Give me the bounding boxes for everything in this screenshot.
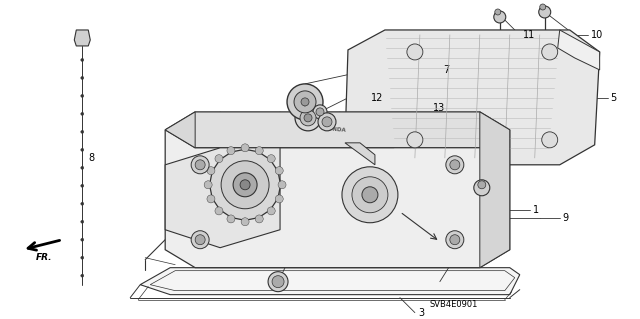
Circle shape xyxy=(227,147,235,155)
Circle shape xyxy=(221,161,269,209)
Circle shape xyxy=(300,110,316,126)
Circle shape xyxy=(81,112,84,115)
Circle shape xyxy=(474,180,490,196)
Circle shape xyxy=(446,231,464,249)
Circle shape xyxy=(207,195,215,203)
Polygon shape xyxy=(480,112,510,268)
Text: HONDA: HONDA xyxy=(323,126,346,133)
Circle shape xyxy=(275,167,284,174)
Circle shape xyxy=(195,160,205,170)
Circle shape xyxy=(207,167,215,174)
Circle shape xyxy=(210,150,280,220)
Circle shape xyxy=(81,94,84,97)
Circle shape xyxy=(81,238,84,241)
Circle shape xyxy=(272,276,284,288)
Polygon shape xyxy=(165,112,195,148)
Text: 10: 10 xyxy=(591,30,603,40)
Circle shape xyxy=(240,180,250,190)
Circle shape xyxy=(191,156,209,174)
Circle shape xyxy=(316,108,324,116)
Circle shape xyxy=(81,184,84,187)
Circle shape xyxy=(81,166,84,169)
Circle shape xyxy=(268,207,275,215)
Polygon shape xyxy=(165,148,280,248)
Circle shape xyxy=(268,272,288,292)
Circle shape xyxy=(275,195,284,203)
Circle shape xyxy=(322,117,332,127)
Circle shape xyxy=(278,181,286,189)
Circle shape xyxy=(295,105,321,131)
Circle shape xyxy=(81,256,84,259)
Circle shape xyxy=(478,181,486,189)
Circle shape xyxy=(301,98,309,106)
Circle shape xyxy=(318,113,336,131)
Text: 5: 5 xyxy=(611,93,617,103)
Polygon shape xyxy=(74,30,90,46)
Circle shape xyxy=(541,132,557,148)
Circle shape xyxy=(81,148,84,151)
Circle shape xyxy=(407,44,423,60)
Text: FR.: FR. xyxy=(35,253,52,262)
Polygon shape xyxy=(345,143,375,165)
Circle shape xyxy=(450,235,460,245)
Text: E-8-1: E-8-1 xyxy=(450,243,482,253)
Text: 6: 6 xyxy=(443,143,449,153)
Circle shape xyxy=(233,173,257,197)
Circle shape xyxy=(446,156,464,174)
Text: 8: 8 xyxy=(88,153,95,163)
Circle shape xyxy=(539,6,551,18)
Text: SVB4E0901: SVB4E0901 xyxy=(430,300,478,309)
Circle shape xyxy=(81,130,84,133)
Circle shape xyxy=(81,220,84,223)
Text: 12: 12 xyxy=(371,93,383,103)
Circle shape xyxy=(255,147,263,155)
Text: 7: 7 xyxy=(443,65,449,75)
Text: 13: 13 xyxy=(433,103,445,113)
Circle shape xyxy=(540,4,546,10)
Circle shape xyxy=(81,274,84,277)
Circle shape xyxy=(215,207,223,215)
Circle shape xyxy=(407,132,423,148)
Text: 2: 2 xyxy=(258,253,264,263)
Text: 3: 3 xyxy=(418,308,424,318)
Circle shape xyxy=(241,144,249,152)
Circle shape xyxy=(81,58,84,62)
Circle shape xyxy=(313,105,327,119)
Text: 1: 1 xyxy=(532,205,539,215)
Circle shape xyxy=(195,235,205,245)
Circle shape xyxy=(352,177,388,213)
Circle shape xyxy=(81,77,84,79)
Circle shape xyxy=(81,202,84,205)
Text: 9: 9 xyxy=(563,213,569,223)
Circle shape xyxy=(304,114,312,122)
Circle shape xyxy=(227,215,235,223)
Circle shape xyxy=(450,160,460,170)
Polygon shape xyxy=(165,112,510,148)
Circle shape xyxy=(342,167,398,223)
Polygon shape xyxy=(345,30,600,165)
Circle shape xyxy=(191,231,209,249)
Circle shape xyxy=(362,187,378,203)
Circle shape xyxy=(495,9,500,15)
Text: 11: 11 xyxy=(523,30,535,40)
Circle shape xyxy=(287,84,323,120)
Circle shape xyxy=(255,215,263,223)
Circle shape xyxy=(541,44,557,60)
Circle shape xyxy=(294,91,316,113)
Circle shape xyxy=(268,155,275,163)
Polygon shape xyxy=(165,130,510,268)
Circle shape xyxy=(215,155,223,163)
Text: 4: 4 xyxy=(458,253,464,263)
Polygon shape xyxy=(557,30,600,70)
Circle shape xyxy=(204,181,212,189)
Polygon shape xyxy=(140,268,520,295)
Circle shape xyxy=(241,218,249,226)
Circle shape xyxy=(494,11,506,23)
